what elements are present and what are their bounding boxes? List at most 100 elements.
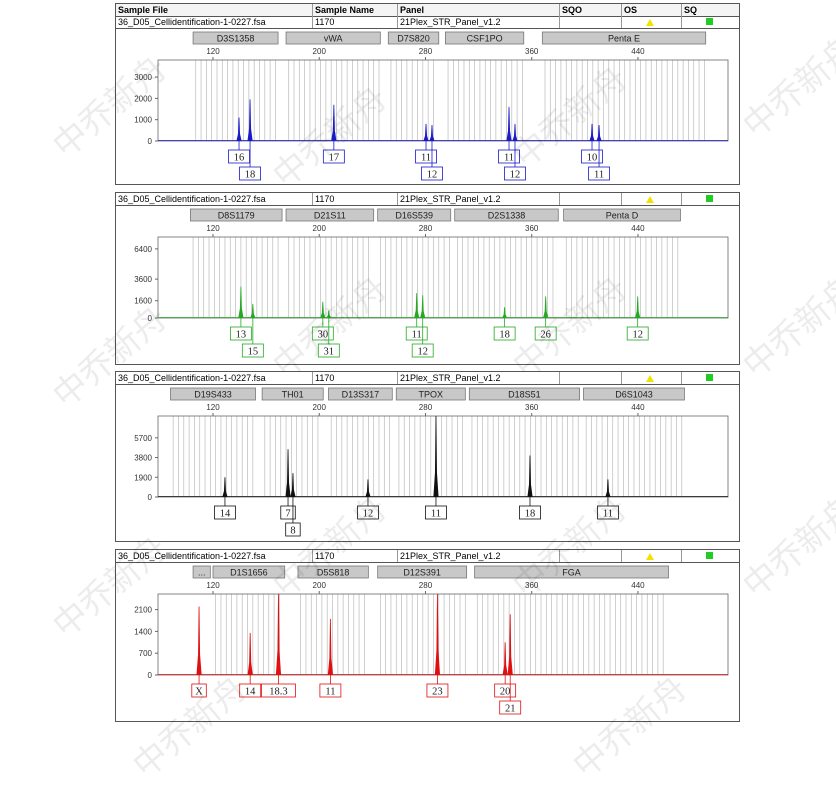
y-tick-label: 0 (148, 137, 153, 146)
peak (236, 117, 242, 142)
os-warning-icon (646, 375, 654, 382)
allele-box (191, 683, 207, 698)
allele-box (239, 683, 262, 698)
allele-label: 8 (290, 526, 295, 537)
x-tick-label: 280 (419, 581, 433, 590)
watermark-text: 中乔新舟 (735, 268, 836, 386)
marker-label: D2S1338 (488, 211, 526, 221)
empty-cell (559, 16, 562, 28)
marker-box (170, 387, 256, 401)
x-tick-label: 200 (313, 224, 327, 233)
peak (596, 124, 602, 142)
marker-box (454, 208, 559, 222)
sample-row[interactable]: 36_D05_Cellidentification-1-0227.fsa 1170… (116, 550, 739, 563)
empty-cell (621, 372, 624, 384)
electropherogram-panel-blue: Sample File Sample Name Panel SQO OS SQ … (115, 3, 740, 185)
watermark-text: 中乔新舟 (735, 488, 836, 606)
allele-box (581, 149, 603, 164)
y-tick-label: 3600 (134, 275, 152, 284)
allele-box (357, 505, 379, 520)
marker-label: ... (198, 568, 206, 578)
plot-frame (157, 415, 729, 498)
x-tick-label: 360 (525, 403, 539, 412)
allele-label: 11 (431, 509, 441, 520)
y-tick-label: 5700 (134, 434, 152, 443)
marker-label: D18S51 (508, 390, 541, 400)
peak (365, 479, 371, 498)
sample-sample-file: 36_D05_Cellidentification-1-0227.fsa (118, 194, 266, 204)
plot-frame (157, 593, 729, 676)
empty-cell (559, 193, 562, 205)
plot-frame (157, 59, 729, 142)
peak (429, 124, 435, 142)
y-tick-label: 1000 (134, 116, 152, 125)
marker-box (444, 31, 525, 45)
peak (434, 593, 441, 676)
sample-row[interactable]: 36_D05_Cellidentification-1-0227.fsa 1170… (116, 193, 739, 206)
marker-label: D16S539 (395, 211, 433, 221)
peak (238, 286, 244, 319)
col-sample-name[interactable]: Sample Name (312, 4, 374, 16)
x-tick-label: 280 (419, 47, 433, 56)
peak (512, 123, 518, 142)
allele-label: 16 (234, 153, 245, 164)
peak (502, 307, 508, 319)
empty-cell (621, 16, 624, 28)
allele-label: 13 (236, 330, 247, 341)
col-sq[interactable]: SQ (681, 4, 697, 16)
allele-box (228, 149, 250, 164)
y-tick-label: 3000 (134, 73, 152, 82)
allele-box (280, 505, 296, 520)
plot-frame (157, 236, 729, 319)
marker-label: FGA (562, 568, 581, 578)
allele-box (415, 149, 437, 164)
x-tick-label: 280 (419, 224, 433, 233)
peak (326, 310, 332, 319)
col-panel[interactable]: Panel (397, 4, 424, 16)
allele-label: X (195, 687, 203, 698)
allele-box (322, 149, 345, 164)
peak (247, 632, 253, 676)
marker-label: D21S11 (314, 211, 346, 221)
allele-box (311, 326, 334, 341)
x-tick-label: 360 (525, 581, 539, 590)
allele-label: 12 (632, 330, 643, 341)
col-os[interactable]: OS (621, 4, 637, 16)
col-sample-file[interactable]: Sample File (118, 5, 169, 15)
sample-row[interactable]: 36_D05_Cellidentification-1-0227.fsa 1170… (116, 16, 739, 29)
x-tick-label: 360 (525, 47, 539, 56)
allele-box (534, 326, 557, 341)
allele-box (426, 683, 449, 698)
peak (605, 479, 611, 498)
allele-label: 18 (525, 509, 536, 520)
peak (331, 104, 337, 142)
x-tick-label: 200 (313, 581, 327, 590)
sq-pass-icon (706, 552, 713, 559)
allele-box (493, 326, 516, 341)
empty-cell (681, 16, 684, 28)
marker-box (261, 387, 324, 401)
empty-cell (559, 372, 562, 384)
peak (222, 477, 228, 498)
allele-box (425, 505, 447, 520)
x-tick-label: 120 (206, 47, 220, 56)
y-tick-label: 0 (148, 493, 153, 502)
allele-label: 20 (500, 687, 511, 698)
allele-label: 12 (427, 170, 438, 181)
peak (327, 618, 333, 676)
peak (420, 295, 426, 319)
x-tick-label: 440 (631, 47, 645, 56)
marker-label: D1S1656 (230, 568, 268, 578)
allele-box (504, 166, 526, 181)
allele-label: 14 (220, 509, 231, 520)
allele-label: 14 (245, 687, 256, 698)
sq-pass-icon (706, 195, 713, 202)
marker-label: D3S1358 (217, 34, 255, 44)
peak (589, 123, 595, 142)
col-sqo[interactable]: SQO (559, 4, 582, 16)
sample-row[interactable]: 36_D05_Cellidentification-1-0227.fsa 1170… (116, 372, 739, 385)
empty-cell (559, 550, 562, 562)
